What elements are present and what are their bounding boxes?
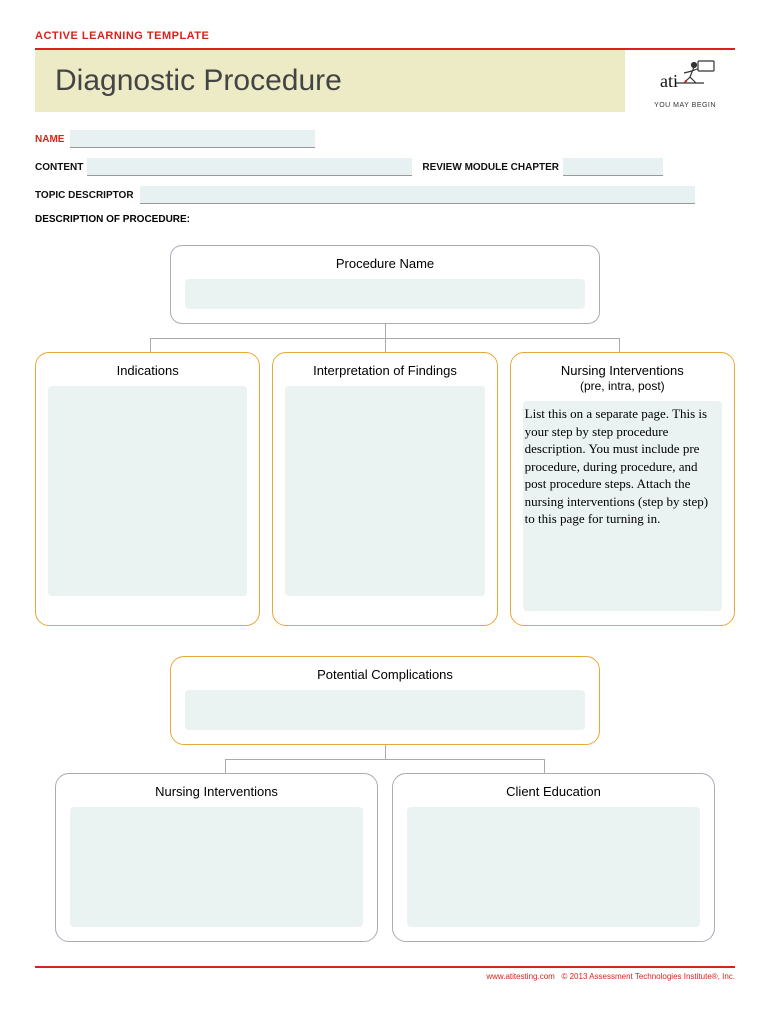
diagram-area: Procedure Name Indications Interpretatio… (35, 245, 735, 942)
description-label: DESCRIPTION OF PROCEDURE: (35, 214, 735, 225)
name-row: NAME (35, 130, 735, 148)
chapter-field[interactable] (563, 158, 663, 176)
procedure-name-fill[interactable] (185, 279, 585, 309)
complications-box: Potential Complications (170, 656, 600, 745)
logo-tagline: YOU MAY BEGIN (635, 102, 735, 109)
page-title: Diagnostic Procedure (55, 64, 605, 98)
interpretation-fill[interactable] (285, 386, 484, 596)
page-container: ACTIVE LEARNING TEMPLATE Diagnostic Proc… (0, 0, 770, 1001)
procedure-name-title: Procedure Name (185, 256, 585, 271)
connector-top (35, 324, 735, 352)
name-label: NAME (35, 134, 64, 145)
connector-bottom (35, 745, 735, 773)
complications-title: Potential Complications (185, 667, 585, 682)
topic-label: TOPIC DESCRIPTOR (35, 190, 134, 201)
logo-area: ati YOU MAY BEGIN (625, 53, 735, 109)
content-field[interactable] (87, 158, 412, 176)
footer-rule (35, 966, 735, 968)
title-box: Diagnostic Procedure (35, 50, 625, 112)
nursing2-fill[interactable] (70, 807, 363, 927)
interpretation-box: Interpretation of Findings (272, 352, 497, 626)
content-label: CONTENT (35, 162, 83, 173)
interpretation-title: Interpretation of Findings (285, 363, 484, 378)
client-ed-title: Client Education (407, 784, 700, 799)
two-column-row: Nursing Interventions Client Education (35, 773, 735, 942)
nursing2-title: Nursing Interventions (70, 784, 363, 799)
topic-field[interactable] (140, 186, 695, 204)
footer-text: www.atitesting.com © 2013 Assessment Tec… (35, 972, 735, 981)
nursing-interventions2-box: Nursing Interventions (55, 773, 378, 942)
indications-box: Indications (35, 352, 260, 626)
footer: www.atitesting.com © 2013 Assessment Tec… (35, 966, 735, 981)
complications-fill[interactable] (185, 690, 585, 730)
nursing-interventions-box: Nursing Interventions (pre, intra, post)… (510, 352, 735, 626)
content-row: CONTENT REVIEW MODULE CHAPTER (35, 158, 735, 176)
nursing-title: Nursing Interventions (pre, intra, post) (523, 363, 722, 393)
topic-row: TOPIC DESCRIPTOR (35, 186, 735, 204)
review-label: REVIEW MODULE CHAPTER (422, 162, 559, 173)
client-ed-fill[interactable] (407, 807, 700, 927)
procedure-name-box: Procedure Name (170, 245, 600, 324)
three-column-row: Indications Interpretation of Findings N… (35, 352, 735, 626)
indications-fill[interactable] (48, 386, 247, 596)
form-area: NAME CONTENT REVIEW MODULE CHAPTER TOPIC… (35, 130, 735, 225)
template-header-label: ACTIVE LEARNING TEMPLATE (35, 30, 735, 42)
nursing-fill[interactable]: List this on a separate page. This is yo… (523, 401, 722, 611)
ati-logo-icon: ati (650, 59, 720, 95)
client-education-box: Client Education (392, 773, 715, 942)
nursing-instructions-text: List this on a separate page. This is yo… (523, 401, 722, 532)
indications-title: Indications (48, 363, 247, 378)
svg-text:ati: ati (660, 71, 678, 91)
title-band: Diagnostic Procedure ati YOU MAY BEGIN (35, 50, 735, 112)
name-field[interactable] (70, 130, 315, 148)
